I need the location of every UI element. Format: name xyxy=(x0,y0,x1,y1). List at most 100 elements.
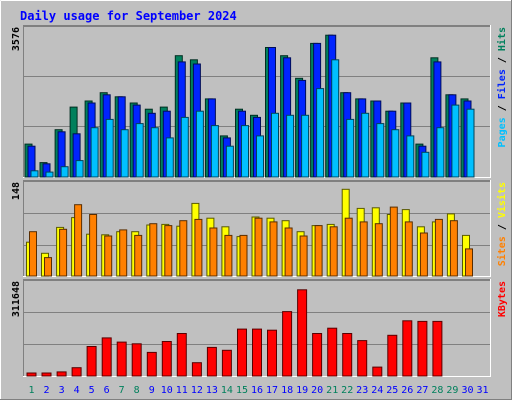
bar-sites xyxy=(104,235,113,277)
bar-kbytes xyxy=(176,333,187,377)
x-tick-label: 18 xyxy=(281,385,293,396)
bar-pages xyxy=(271,112,279,178)
bar-kbytes xyxy=(297,289,308,377)
bar-sites xyxy=(59,228,68,277)
bar-kbytes xyxy=(252,328,262,377)
bar-sites xyxy=(465,248,473,277)
bar-sites xyxy=(374,223,383,277)
bar-pages xyxy=(331,59,340,178)
bar-kbytes xyxy=(116,341,127,377)
bar-kbytes xyxy=(282,311,293,377)
bar-kbytes xyxy=(206,346,217,377)
x-tick-label: 6 xyxy=(104,385,110,396)
bar-kbytes xyxy=(26,372,37,377)
bar-sites xyxy=(239,234,248,277)
bar-pages xyxy=(466,108,475,178)
x-tick-label: 12 xyxy=(191,385,203,396)
x-tick-label: 16 xyxy=(251,385,263,396)
legend-entry-hits: Hits xyxy=(496,27,508,51)
bar-sites xyxy=(224,234,233,277)
bar-pages xyxy=(195,110,204,178)
bar-kbytes xyxy=(267,329,277,377)
bar-pages xyxy=(241,125,249,178)
bar-sites xyxy=(74,204,83,277)
bar-kbytes xyxy=(86,346,97,377)
bar-pages xyxy=(316,88,325,178)
bar-sites xyxy=(314,225,323,277)
bar-sites xyxy=(164,225,173,277)
x-tick-label: 8 xyxy=(134,385,140,396)
x-tick-label: 19 xyxy=(296,385,308,396)
bar-kbytes xyxy=(191,362,202,377)
bar-sites xyxy=(194,218,203,277)
bar-pages xyxy=(225,145,234,178)
y-tick-label-visits-sites: 148 xyxy=(11,182,22,200)
bar-pages xyxy=(30,170,39,178)
x-tick-label: 4 xyxy=(74,385,80,396)
bar-pages xyxy=(346,118,355,178)
x-tick-label: 14 xyxy=(221,385,233,396)
x-tick-label: 24 xyxy=(371,385,383,396)
bar-sites xyxy=(89,214,98,277)
bar-sites xyxy=(389,206,398,277)
bar-pages xyxy=(180,116,189,178)
legend-entry-sep: / xyxy=(497,51,508,69)
bar-pages xyxy=(105,118,114,178)
bar-pages xyxy=(391,129,400,178)
bar-pages xyxy=(436,127,445,178)
chart-title: Daily usage for September 2024 xyxy=(20,9,237,23)
x-tick-label: 29 xyxy=(446,385,458,396)
bar-pages xyxy=(361,112,370,178)
x-tick-label: 25 xyxy=(386,385,398,396)
bar-pages xyxy=(120,129,129,178)
bar-sites xyxy=(419,232,428,277)
legend-entry-sep: / xyxy=(497,218,508,236)
x-tick-label: 17 xyxy=(266,385,278,396)
bar-sites xyxy=(29,231,37,277)
x-tick-label: 9 xyxy=(149,385,155,396)
bar-pages xyxy=(75,160,84,178)
bar-kbytes xyxy=(402,320,413,377)
legend-visits-sites: Sites / Visits xyxy=(496,182,508,266)
x-tick-label: 28 xyxy=(431,385,443,396)
bar-kbytes xyxy=(146,351,157,377)
bar-kbytes xyxy=(101,337,112,377)
bar-sites xyxy=(254,217,263,277)
legend-entry-pages: Pages xyxy=(497,117,508,147)
legend-kbytes: KBytes xyxy=(497,281,508,317)
bar-kbytes xyxy=(131,343,142,377)
bar-sites xyxy=(149,223,158,277)
bar-pages xyxy=(45,171,54,178)
bar-sites xyxy=(449,220,458,277)
bar-kbytes xyxy=(417,320,428,377)
bar-sites xyxy=(299,235,308,277)
legend-hits-files-pages: Pages / Files / Hits xyxy=(496,27,508,147)
bar-kbytes xyxy=(372,366,383,377)
bar-kbytes xyxy=(71,367,82,377)
bar-sites xyxy=(359,221,368,277)
bar-pages xyxy=(210,125,219,178)
bar-pages xyxy=(256,135,264,178)
bar-sites xyxy=(134,234,143,277)
legend-entry-visits: Visits xyxy=(496,182,508,218)
x-tick-label: 5 xyxy=(89,385,95,396)
bar-sites xyxy=(44,257,52,277)
x-tick-label: 21 xyxy=(326,385,338,396)
bar-pages xyxy=(376,123,385,178)
bar-pages xyxy=(451,104,460,178)
x-tick-label: 2 xyxy=(43,385,49,396)
x-tick-label: 30 xyxy=(461,385,473,396)
bar-kbytes xyxy=(56,371,67,377)
bar-pages xyxy=(150,127,159,178)
bar-kbytes xyxy=(237,328,247,377)
bar-sites xyxy=(434,218,443,277)
bar-kbytes xyxy=(221,349,232,377)
bar-kbytes xyxy=(161,341,172,377)
bar-pages xyxy=(406,135,415,178)
bar-pages xyxy=(135,123,144,178)
bar-sites xyxy=(209,227,218,277)
x-tick-label: 3 xyxy=(59,385,65,396)
y-tick-label-kbytes: 311648 xyxy=(11,281,22,317)
x-tick-label: 1 xyxy=(28,385,34,396)
